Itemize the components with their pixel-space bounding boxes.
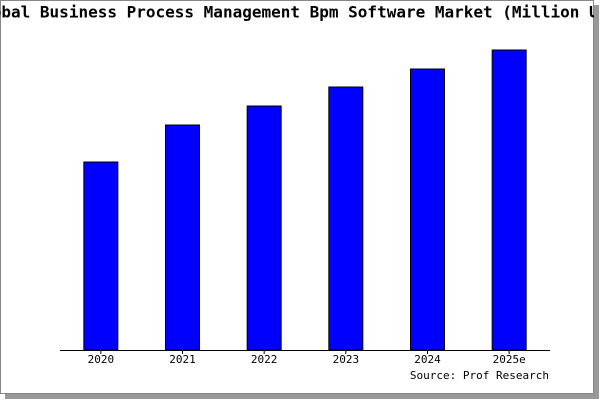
bar [328, 86, 364, 351]
x-tick-label: 2020 [88, 353, 115, 366]
plot-area: 2020 2021 2022 2023 2024 2025e [60, 49, 550, 366]
source-note: Source: Prof Research [410, 369, 549, 382]
x-tick-label: 2024 [414, 353, 441, 366]
bar [165, 124, 200, 351]
bar [410, 68, 445, 351]
chart-title: Global Business Process Management Bpm S… [0, 3, 600, 22]
bar [83, 161, 119, 351]
x-tick-label: 2021 [169, 353, 196, 366]
x-tick-label: 2023 [333, 353, 360, 366]
bar [491, 49, 527, 351]
bar [246, 105, 282, 351]
x-tick-label: 2025e [493, 353, 526, 366]
x-tick-label: 2022 [251, 353, 278, 366]
